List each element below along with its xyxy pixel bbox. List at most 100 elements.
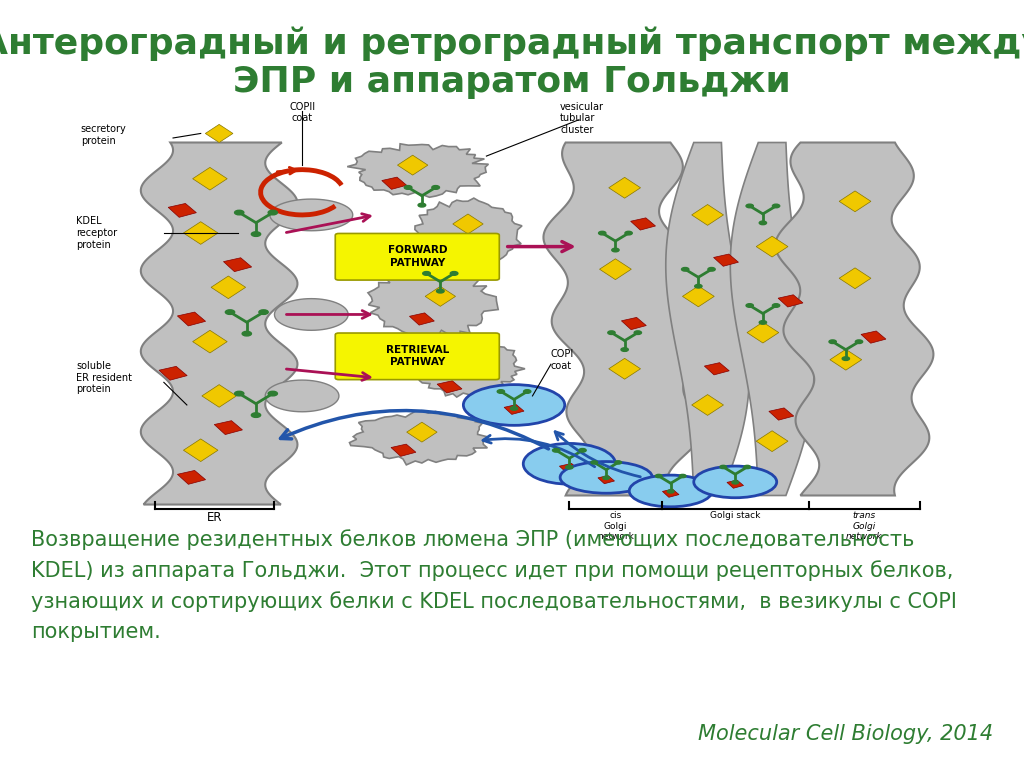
Polygon shape xyxy=(274,298,348,331)
Circle shape xyxy=(268,391,278,396)
Polygon shape xyxy=(347,144,488,197)
Circle shape xyxy=(510,407,518,410)
Polygon shape xyxy=(631,218,655,230)
Polygon shape xyxy=(608,358,641,379)
Circle shape xyxy=(523,390,530,393)
Polygon shape xyxy=(778,295,803,307)
Circle shape xyxy=(668,490,674,493)
Circle shape xyxy=(234,391,244,396)
Polygon shape xyxy=(193,331,227,353)
Circle shape xyxy=(625,232,632,235)
Text: Golgi stack: Golgi stack xyxy=(710,512,761,520)
Ellipse shape xyxy=(560,462,652,493)
Circle shape xyxy=(251,413,261,417)
Polygon shape xyxy=(269,199,352,231)
Circle shape xyxy=(759,321,767,324)
Circle shape xyxy=(732,481,738,484)
Polygon shape xyxy=(411,340,525,399)
Ellipse shape xyxy=(694,466,776,498)
Text: cis
Golgi
network: cis Golgi network xyxy=(597,512,634,542)
Polygon shape xyxy=(265,380,339,412)
Circle shape xyxy=(251,232,261,236)
Circle shape xyxy=(432,186,439,189)
Polygon shape xyxy=(691,205,724,225)
Ellipse shape xyxy=(463,384,565,426)
Polygon shape xyxy=(177,312,206,326)
Circle shape xyxy=(746,304,754,308)
Circle shape xyxy=(268,210,278,215)
Circle shape xyxy=(743,466,751,469)
Text: KDEL
receptor
protein: KDEL receptor protein xyxy=(77,216,118,249)
Circle shape xyxy=(579,449,586,452)
Ellipse shape xyxy=(523,443,615,484)
Polygon shape xyxy=(368,264,499,344)
Polygon shape xyxy=(775,143,934,495)
Circle shape xyxy=(234,210,244,215)
Polygon shape xyxy=(211,276,246,298)
Polygon shape xyxy=(746,322,779,343)
Polygon shape xyxy=(425,286,456,306)
Circle shape xyxy=(423,272,430,275)
Text: soluble
ER resident
protein: soluble ER resident protein xyxy=(77,361,132,394)
Circle shape xyxy=(829,340,837,344)
Circle shape xyxy=(855,340,862,344)
Polygon shape xyxy=(730,143,814,495)
Polygon shape xyxy=(223,258,252,272)
Circle shape xyxy=(634,331,641,334)
Polygon shape xyxy=(769,408,794,420)
Circle shape xyxy=(720,466,727,469)
Circle shape xyxy=(242,331,252,336)
Circle shape xyxy=(772,304,779,308)
Polygon shape xyxy=(168,203,197,217)
Polygon shape xyxy=(141,143,297,505)
Text: ER: ER xyxy=(207,512,222,525)
Circle shape xyxy=(694,285,702,288)
Polygon shape xyxy=(407,422,437,442)
Polygon shape xyxy=(663,489,679,497)
Circle shape xyxy=(759,221,767,225)
Circle shape xyxy=(746,204,754,208)
FancyBboxPatch shape xyxy=(335,333,500,380)
Circle shape xyxy=(225,310,234,314)
Polygon shape xyxy=(705,363,729,375)
Text: Антероградный и ретроградный транспорт между: Антероградный и ретроградный транспорт м… xyxy=(0,27,1024,61)
Polygon shape xyxy=(608,177,641,198)
Circle shape xyxy=(611,249,620,252)
Polygon shape xyxy=(861,331,886,343)
Polygon shape xyxy=(382,177,407,189)
Circle shape xyxy=(621,347,629,351)
Text: secretory
protein: secretory protein xyxy=(81,124,127,146)
Circle shape xyxy=(599,232,606,235)
Text: RETRIEVAL
PATHWAY: RETRIEVAL PATHWAY xyxy=(386,345,449,367)
Circle shape xyxy=(614,461,622,464)
Polygon shape xyxy=(391,444,416,456)
Polygon shape xyxy=(177,470,206,484)
Circle shape xyxy=(682,268,689,271)
Polygon shape xyxy=(446,241,471,252)
Circle shape xyxy=(418,203,426,207)
Polygon shape xyxy=(193,167,227,190)
Text: COPI
coat: COPI coat xyxy=(551,349,574,370)
Circle shape xyxy=(679,475,686,478)
Polygon shape xyxy=(622,318,646,330)
Polygon shape xyxy=(544,143,703,495)
Circle shape xyxy=(608,331,615,334)
Polygon shape xyxy=(453,354,483,374)
Polygon shape xyxy=(410,313,434,325)
Polygon shape xyxy=(504,405,524,414)
Polygon shape xyxy=(559,463,580,473)
Text: Возвращение резидентных белков люмена ЭПР (имеющих последовательность
KDEL) из а: Возвращение резидентных белков люмена ЭП… xyxy=(31,529,956,641)
Circle shape xyxy=(498,390,505,393)
Polygon shape xyxy=(599,258,632,280)
Circle shape xyxy=(451,272,458,275)
Polygon shape xyxy=(159,367,187,380)
Circle shape xyxy=(553,449,560,452)
Polygon shape xyxy=(183,222,218,245)
Circle shape xyxy=(259,310,268,314)
Text: vesicular
tubular
cluster: vesicular tubular cluster xyxy=(560,102,604,135)
Text: Molecular Cell Biology, 2014: Molecular Cell Biology, 2014 xyxy=(698,724,993,744)
Polygon shape xyxy=(202,384,237,407)
Text: ЭПР и аппаратом Гольджи: ЭПР и аппаратом Гольджи xyxy=(233,65,791,99)
Text: FORWARD
PATHWAY: FORWARD PATHWAY xyxy=(387,245,447,268)
Polygon shape xyxy=(598,476,614,484)
